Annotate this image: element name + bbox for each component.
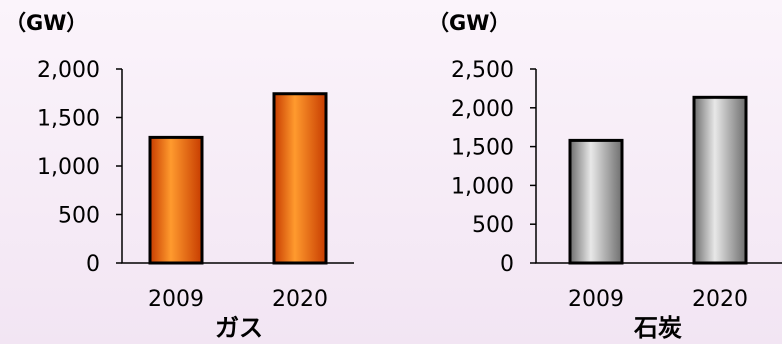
- y-tick-label: 2,500: [451, 58, 514, 83]
- y-tick-label: 500: [58, 204, 100, 229]
- y-tick-label: 1,000: [37, 155, 100, 180]
- y-tick-label: 1,500: [451, 136, 514, 161]
- coal-bar-2020: [692, 95, 748, 265]
- gas-bar-2020: [272, 92, 328, 265]
- y-tick-label: 0: [86, 252, 100, 277]
- gas-bar-2009: [148, 135, 204, 265]
- coal-y-ticks: 0 500 1,000 1,500 2,000 2,500: [451, 58, 536, 277]
- gas-unit-label: （GW）: [5, 11, 87, 35]
- coal-x-tick-2020: 2020: [692, 287, 748, 312]
- coal-chart-title: 石炭: [633, 314, 682, 342]
- coal-bars: [568, 95, 748, 265]
- y-tick-label: 1,500: [37, 107, 100, 132]
- coal-bar-2009: [568, 138, 624, 265]
- y-tick-label: 2,000: [37, 58, 100, 83]
- gas-bars: [148, 92, 328, 265]
- gas-chart-title: ガス: [215, 314, 263, 342]
- y-tick-label: 2,000: [451, 97, 514, 122]
- y-tick-label: 0: [500, 252, 514, 277]
- coal-unit-label: （GW）: [428, 11, 510, 35]
- y-tick-label: 1,000: [451, 174, 514, 199]
- gas-chart: （GW） 0 500 1,000 1,500 2,000 2009 2020 ガス: [5, 11, 354, 342]
- gas-y-ticks: 0 500 1,000 1,500 2,000: [37, 58, 122, 277]
- gas-x-tick-2009: 2009: [148, 287, 204, 312]
- gas-x-tick-2020: 2020: [272, 287, 328, 312]
- y-tick-label: 500: [472, 213, 514, 238]
- coal-x-tick-2009: 2009: [568, 287, 624, 312]
